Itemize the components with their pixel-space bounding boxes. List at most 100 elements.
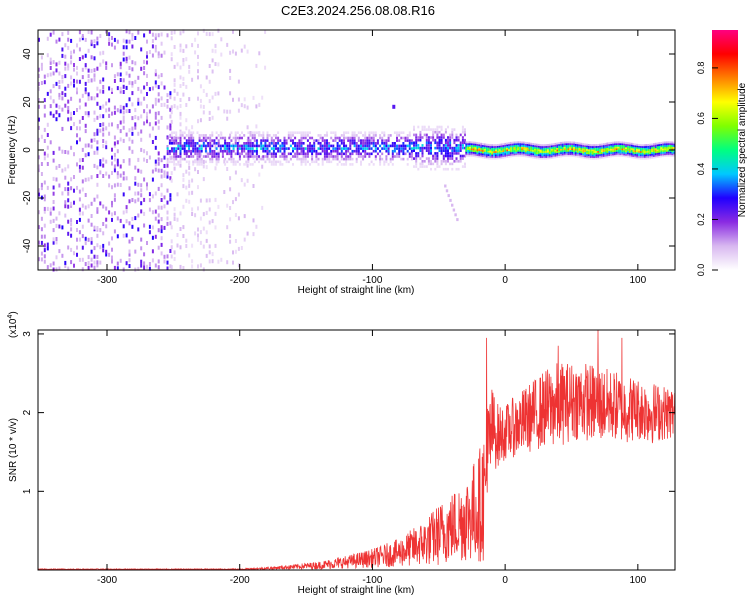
spectrogram-cell: [419, 138, 422, 142]
spectrogram-cell: [38, 125, 40, 130]
spectrogram-cell: [417, 136, 420, 139]
spectrogram-cell: [157, 259, 160, 264]
spectrogram-cell: [292, 163, 294, 166]
spectrogram-cell: [321, 147, 324, 150]
spectrogram-cell: [198, 157, 201, 161]
spectrogram-cell: [541, 150, 544, 153]
spectrogram-cell: [268, 157, 271, 161]
spectrogram-cell: [591, 150, 594, 153]
spectrogram-cell: [617, 149, 620, 152]
spectrogram-cell: [561, 151, 564, 154]
spectrogram-cell: [370, 147, 373, 150]
spectrogram-cell: [302, 155, 305, 158]
spectrogram-cell: [73, 111, 75, 115]
spectrogram-cell: [234, 142, 237, 145]
spectrogram-cell: [612, 155, 614, 158]
spectrogram-cell: [469, 154, 471, 157]
spectrogram-cell: [576, 155, 579, 158]
spectrogram-cell: [457, 136, 460, 139]
spectrogram-cell: [205, 210, 208, 215]
spectrogram-cell: [108, 37, 111, 42]
spectrogram-cell: [321, 136, 324, 140]
spectrogram-cell: [524, 143, 527, 146]
spectrogram-cell: [410, 139, 413, 142]
spectrogram-cell: [173, 82, 176, 87]
spectrogram-cell: [163, 173, 166, 178]
colorbar: 0.00.20.40.60.8 Normalized spectral ampl…: [696, 30, 748, 276]
spectrogram-cell: [410, 157, 413, 161]
spectrogram-cell: [170, 245, 173, 250]
spectrogram-cell: [535, 143, 538, 146]
spectrogram-cell: [459, 141, 462, 145]
spectrogram-cell: [52, 150, 55, 155]
spectrogram-cell: [198, 134, 201, 137]
spectrogram-cell: [64, 43, 67, 48]
spectrogram-cell: [563, 148, 566, 151]
spectrogram-cell: [537, 145, 540, 148]
spectrogram-cell: [125, 176, 128, 181]
spectrogram-cell: [102, 50, 105, 55]
spectrogram-cell: [524, 153, 527, 156]
spectrogram-cell: [604, 156, 607, 159]
spectrogram-cell: [619, 149, 622, 152]
spectrogram-cell: [311, 152, 314, 156]
spectrogram-cell: [122, 159, 125, 164]
spectrogram-cell: [137, 191, 140, 196]
spectrogram-cell: [509, 153, 512, 156]
spectrogram-cell: [582, 144, 585, 147]
spectrogram-cell: [49, 89, 52, 94]
spectrogram-cell: [76, 185, 78, 190]
spectrogram-cell: [202, 155, 205, 158]
spectrogram-cell: [470, 144, 473, 147]
spectrogram-cell: [323, 139, 326, 142]
spectrogram-cell: [447, 160, 449, 163]
spectrogram-cell: [638, 147, 640, 150]
spectrogram-cell: [364, 155, 367, 158]
spectrogram-cell: [185, 57, 188, 62]
spectrogram-cell: [376, 139, 379, 142]
spectrogram-cell: [93, 246, 96, 251]
spectrogram-cell: [467, 141, 469, 144]
spectrogram-cell: [528, 155, 531, 158]
spectrogram-cell: [537, 152, 540, 155]
spectrogram-cell: [666, 148, 668, 151]
spectrogram-cell: [580, 147, 583, 150]
spectrogram-cell: [64, 264, 67, 268]
spectrogram-cell: [658, 155, 661, 158]
spectrogram-cell: [645, 157, 648, 160]
spectrogram-cell: [449, 152, 452, 155]
spectrogram-cell: [413, 146, 415, 150]
spectrogram-cell: [597, 144, 599, 146]
spectrogram-cell: [84, 37, 87, 42]
spectrogram-cell: [209, 134, 212, 137]
spectrogram-cell: [671, 153, 674, 156]
spectrogram-cell: [188, 149, 190, 153]
spectrogram-cell: [400, 157, 403, 161]
spectrogram-cell: [487, 154, 490, 156]
spectrogram-cell: [600, 151, 603, 154]
spectrogram-cell: [96, 128, 99, 133]
spectrogram-cell: [315, 157, 318, 161]
spectrogram-cell: [413, 149, 415, 152]
spectrogram-cell: [262, 131, 265, 134]
spectrogram-cell: [157, 228, 160, 233]
spectrogram-cell: [160, 192, 163, 197]
spectrogram-cell: [196, 152, 199, 156]
spectrogram-cell: [485, 148, 488, 151]
spectrogram-cell: [211, 140, 214, 145]
spectrogram-cell: [283, 139, 286, 142]
spectrogram-cell: [96, 66, 99, 71]
spectrogram-cell: [587, 147, 590, 150]
spectrogram-cell: [323, 157, 326, 161]
spectrogram-cell: [113, 74, 116, 79]
spectrogram-cell: [485, 145, 488, 148]
spectrogram-cell: [456, 218, 459, 222]
spectrogram-cell: [76, 133, 78, 138]
spectrogram-cell: [96, 207, 99, 212]
spectrogram-cell: [440, 128, 443, 131]
spectrogram-cell: [595, 145, 598, 148]
spectrogram-cell: [204, 134, 207, 137]
spectrogram-cell: [219, 131, 222, 134]
spectrogram-cell: [374, 157, 377, 161]
spectrogram-cell: [302, 149, 305, 153]
